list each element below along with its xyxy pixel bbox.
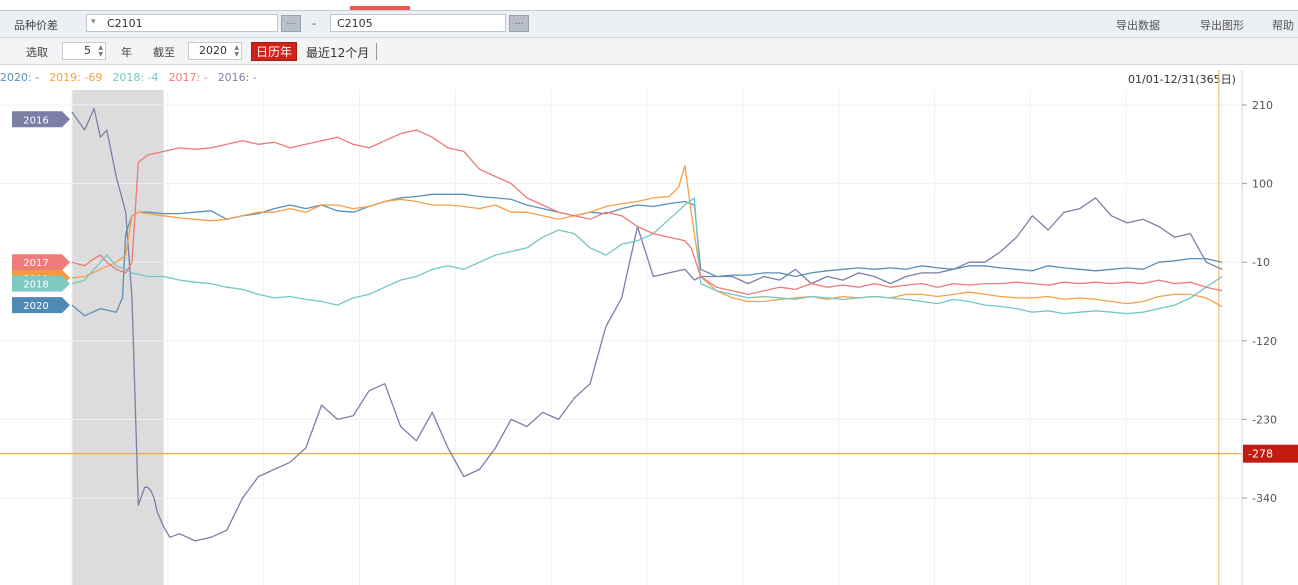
year-tag-label-2020: 2020 bbox=[23, 301, 48, 312]
calendar-year-button[interactable]: 日历年 bbox=[251, 42, 298, 61]
series-line-2017 bbox=[71, 129, 1223, 296]
chart-legend: 2020: - 2019: -69 2018: -4 2017: - 2016: - bbox=[0, 71, 267, 84]
year-tag-label-2016: 2016 bbox=[23, 115, 48, 126]
contract-a-select[interactable]: ▾ C2101 bbox=[86, 14, 278, 32]
years-value: 5 bbox=[84, 44, 91, 57]
year-tag-2016 bbox=[12, 111, 70, 128]
y-tick-label: -120 bbox=[1252, 335, 1277, 348]
stepper-arrows-icon[interactable]: ▲ ▼ bbox=[234, 44, 239, 58]
y-tick-label: -230 bbox=[1252, 413, 1277, 426]
series-line-2016 bbox=[71, 107, 1223, 542]
contract-b-select[interactable]: C2105 bbox=[330, 14, 506, 32]
date-range-label: 01/01-12/31(365日) bbox=[1128, 73, 1236, 86]
series-lines bbox=[71, 107, 1223, 542]
year-tags: 20162017201920182020 bbox=[12, 111, 70, 314]
contract-dash: - bbox=[312, 17, 316, 30]
years-stepper[interactable]: 5 ▲ ▼ bbox=[62, 42, 106, 60]
series-line-2019 bbox=[71, 165, 1223, 308]
year-tag-label-2018: 2018 bbox=[23, 280, 48, 291]
reference-value-label: -278 bbox=[1248, 448, 1273, 461]
contract-b-value: C2105 bbox=[337, 17, 373, 30]
legend-entry-4[interactable]: 2016: - bbox=[217, 71, 257, 84]
dropdown-arrow-icon: ▾ bbox=[91, 17, 96, 27]
until-year-stepper[interactable]: 2020 ▲ ▼ bbox=[188, 42, 242, 60]
legend-entry-2[interactable]: 2018: -4 bbox=[112, 71, 159, 84]
y-tick-label: -340 bbox=[1252, 492, 1277, 505]
series-line-2020 bbox=[71, 193, 1223, 317]
toolbar-secondary: 选取 5 ▲ ▼ 年 截至 2020 ▲ ▼ 日历年 最近12个月 bbox=[0, 38, 1298, 65]
toolbar-primary: 品种价差 ▾ C2101 … - C2105 … 导出数据 导出图形 帮助 bbox=[0, 10, 1298, 38]
contract-b-picker-button[interactable]: … bbox=[509, 15, 529, 32]
export-data-button[interactable]: 导出数据 bbox=[1116, 19, 1160, 32]
contract-a-value: C2101 bbox=[107, 17, 143, 30]
variety-label: 品种价差 bbox=[14, 19, 58, 32]
select-label: 选取 bbox=[26, 46, 48, 59]
toolbar-divider bbox=[376, 43, 377, 60]
reference-value-badge bbox=[1243, 444, 1298, 463]
until-label: 截至 bbox=[153, 46, 175, 59]
contract-a-picker-button[interactable]: … bbox=[281, 15, 301, 32]
window-top-strip bbox=[0, 0, 1298, 10]
y-tick-label: 210 bbox=[1252, 99, 1273, 112]
year-tag-2017 bbox=[12, 254, 70, 271]
until-year-value: 2020 bbox=[199, 44, 227, 57]
year-tag-2020 bbox=[12, 297, 70, 314]
last-12-months-button[interactable]: 最近12个月 bbox=[306, 46, 370, 60]
help-button[interactable]: 帮助 bbox=[1272, 19, 1294, 32]
chart-grid bbox=[0, 90, 1240, 585]
legend-entry-1[interactable]: 2019: -69 bbox=[49, 71, 103, 84]
legend-entry-3[interactable]: 2017: - bbox=[168, 71, 208, 84]
legend-entry-0[interactable]: 2020: - bbox=[0, 71, 40, 84]
export-image-button[interactable]: 导出图形 bbox=[1200, 19, 1244, 32]
year-unit-label: 年 bbox=[121, 46, 132, 59]
y-tick-label: 100 bbox=[1252, 178, 1273, 191]
year-tag-2018 bbox=[12, 275, 70, 292]
y-tick-label: -10 bbox=[1252, 256, 1270, 269]
series-line-2018 bbox=[71, 197, 1223, 315]
stepper-arrows-icon[interactable]: ▲ ▼ bbox=[98, 44, 103, 58]
highlight-band bbox=[72, 90, 164, 585]
y-axis: 210 100 -10 -120 -230 -340 -278 bbox=[1241, 70, 1298, 585]
year-tag-label-2017: 2017 bbox=[23, 258, 48, 269]
active-tab-indicator bbox=[350, 6, 410, 10]
